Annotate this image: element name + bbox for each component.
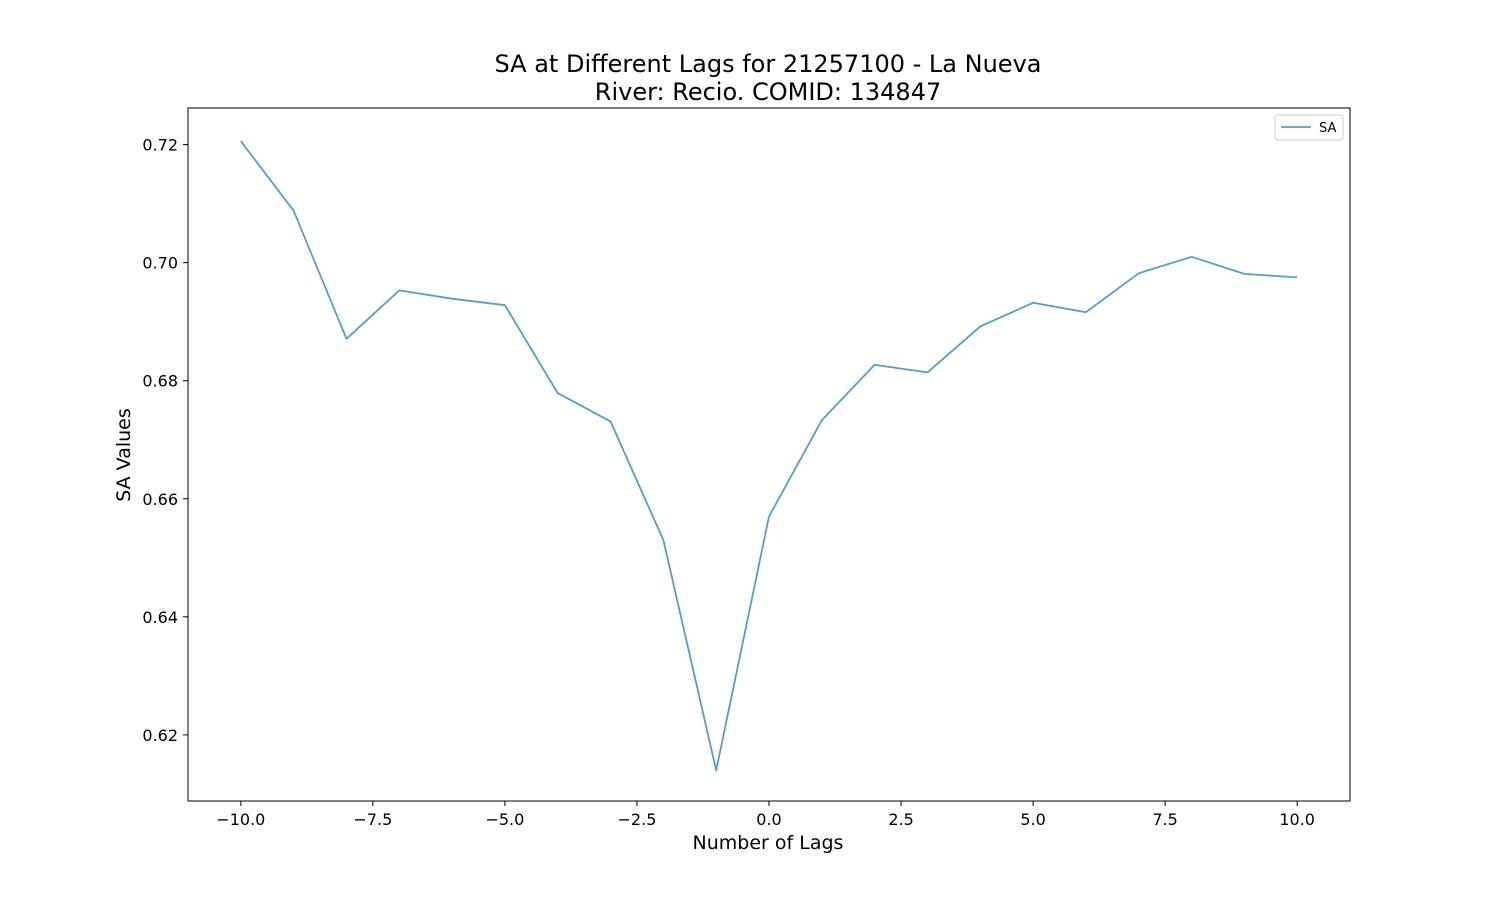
x-tick-label: −5.0 bbox=[485, 810, 524, 829]
y-axis-ticks: 0.62 0.64 0.66 0.68 0.70 0.72 bbox=[142, 136, 188, 745]
y-tick-label: 0.68 bbox=[142, 372, 178, 391]
x-axis-label: Number of Lags bbox=[693, 832, 844, 854]
series-layer bbox=[240, 140, 1298, 772]
plot-area bbox=[187, 107, 1351, 802]
x-tick-label: 2.5 bbox=[888, 810, 913, 829]
x-tick-label: −7.5 bbox=[353, 810, 392, 829]
y-tick-label: 0.66 bbox=[142, 490, 178, 509]
chart-title-line-1: SA at Different Lags for 21257100 - La N… bbox=[495, 50, 1042, 78]
y-tick-label: 0.72 bbox=[142, 136, 178, 155]
y-tick-label: 0.64 bbox=[142, 608, 178, 627]
x-axis-ticks: −10.0 −7.5 −5.0 −2.5 0.0 2.5 5.0 7.5 10.0 bbox=[216, 801, 1315, 829]
x-tick-label: 7.5 bbox=[1152, 810, 1177, 829]
x-tick-label: −2.5 bbox=[618, 810, 657, 829]
legend-label-sa: SA bbox=[1319, 121, 1336, 136]
x-tick-label: 0.0 bbox=[756, 810, 781, 829]
y-axis-label: SA Values bbox=[113, 408, 135, 502]
x-tick-label: 5.0 bbox=[1020, 810, 1045, 829]
chart-title: SA at Different Lags for 21257100 - La N… bbox=[495, 50, 1042, 106]
x-tick-label: −10.0 bbox=[216, 810, 265, 829]
chart-title-line-2: River: Recio. COMID: 134847 bbox=[595, 78, 941, 106]
legend: SA bbox=[1274, 114, 1344, 141]
y-tick-label: 0.62 bbox=[142, 726, 178, 745]
series-line-sa bbox=[240, 140, 1298, 772]
x-tick-label: 10.0 bbox=[1279, 810, 1315, 829]
y-tick-label: 0.70 bbox=[142, 254, 178, 273]
